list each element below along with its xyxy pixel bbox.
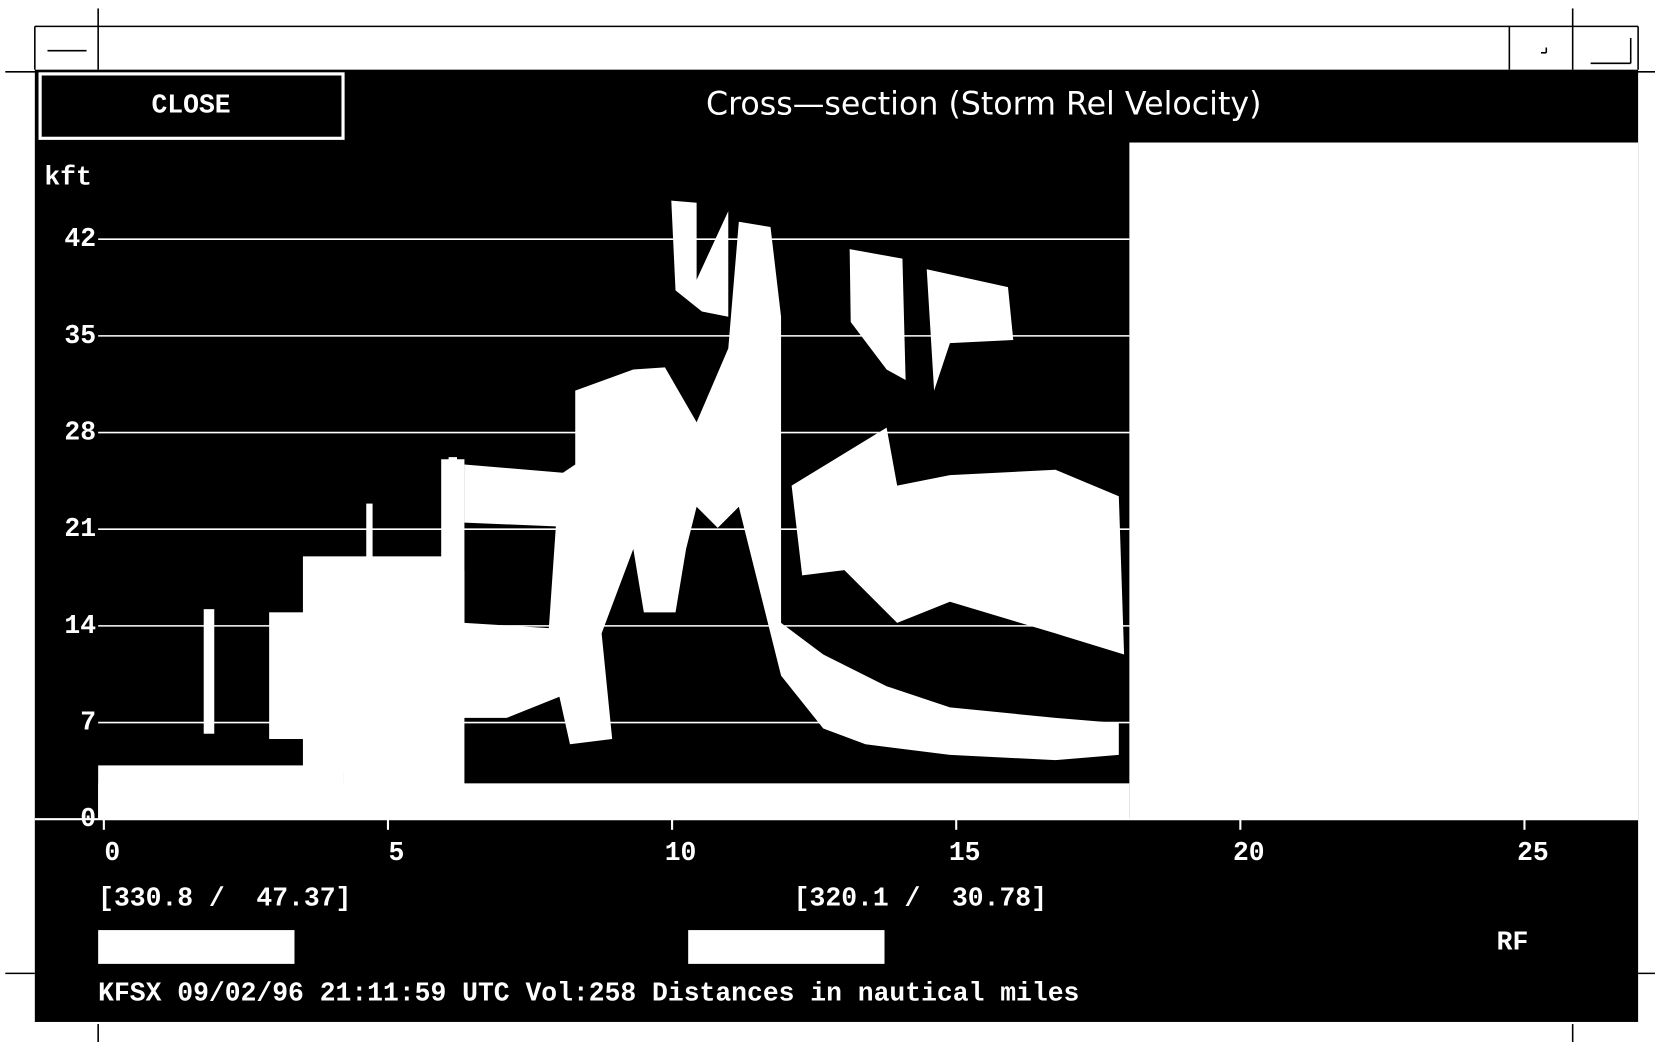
color-bar-left: [98, 930, 294, 964]
y-tick-label: 0: [80, 804, 96, 834]
y-tick-label: 21: [64, 514, 96, 544]
y-tick-label: 42: [64, 224, 96, 254]
y-axis-label: kft: [44, 162, 91, 192]
window-title: Cross—section (Storm Rel Velocity): [706, 87, 1261, 123]
cursor-left: [330.8 / 47.37]: [98, 883, 351, 913]
y-tick-label: 7: [80, 708, 96, 738]
x-tick-label: 25: [1517, 838, 1549, 868]
y-tick-label: 14: [64, 611, 96, 641]
x-tick-label: 5: [388, 838, 404, 868]
y-tick-label: 35: [64, 321, 96, 351]
x-tick-label: 20: [1233, 838, 1265, 868]
close-label[interactable]: CLOSE: [151, 91, 230, 121]
color-bar-right: [688, 930, 884, 964]
x-tick-label: 15: [949, 838, 981, 868]
y-tick-label: 28: [64, 418, 96, 448]
screen: CLOSE Cross—section (Storm Rel Velocity)…: [0, 0, 1655, 1042]
x-tick-label: 0: [104, 838, 120, 868]
cursor-right: [320.1 / 30.78]: [794, 883, 1047, 913]
status-line: KFSX 09/02/96 21:11:59 UTC Vol:258 Dista…: [98, 978, 1079, 1008]
mode-label: RF: [1497, 928, 1529, 958]
no-data-region: [1129, 143, 1638, 820]
x-tick-label: 10: [665, 838, 697, 868]
